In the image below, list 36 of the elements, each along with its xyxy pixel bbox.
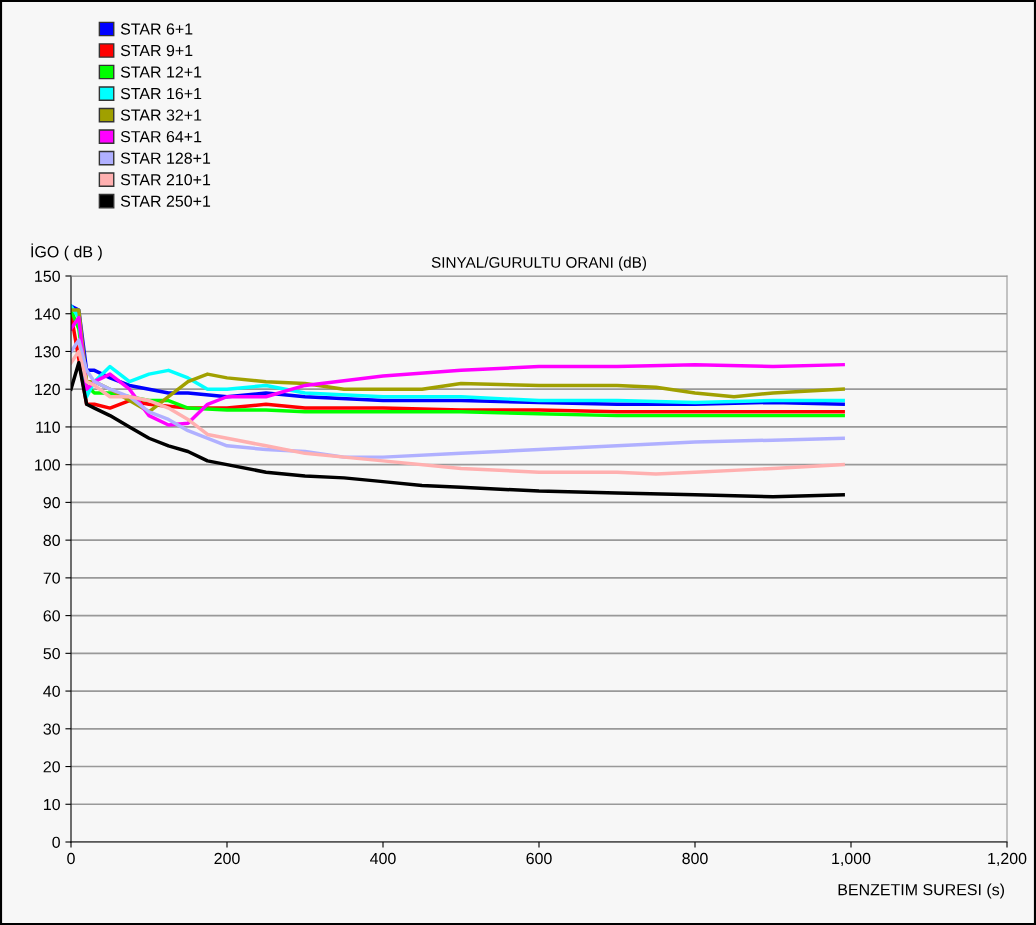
y-tick-label: 110 [36, 421, 60, 433]
y-tick-label: 20 [43, 761, 60, 773]
y-tick-label: 0 [52, 836, 60, 848]
y-tick-label: 40 [43, 685, 60, 698]
y-tick-label: 60 [43, 610, 60, 622]
legend-label: STAR 9+1 [120, 44, 193, 57]
x-tick-label: 0 [67, 852, 75, 865]
y-tick-label: 90 [43, 497, 60, 509]
x-tick-label: 800 [682, 852, 708, 865]
x-tick-label: 1,200 [988, 852, 1027, 867]
y-tick-label: 100 [35, 459, 60, 471]
chart-title: SINYAL/GURULTU ORANI (dB) [431, 256, 647, 271]
y-tick-label: 80 [43, 534, 60, 547]
x-tick-label: 600 [526, 852, 552, 865]
y-tick-label: 150 [35, 270, 60, 282]
legend-label: STAR 128+1 [120, 152, 211, 164]
legend-label: STAR 210+1 [120, 174, 211, 186]
legend-label: STAR 32+1 [120, 109, 202, 121]
x-tick-label: 200 [214, 852, 240, 865]
legend-label: STAR 16+1 [120, 87, 202, 100]
y-tick-label: 130 [35, 346, 60, 358]
x-tick-label: 1,000 [832, 852, 871, 867]
line-series [71, 349, 845, 476]
legend-label: STAR 6+1 [120, 23, 193, 35]
y-tick-label: 10 [44, 798, 60, 811]
x-tick-label: 400 [370, 852, 396, 865]
y-tick-label: 140 [35, 308, 60, 320]
y-tick-label: 30 [43, 723, 60, 735]
y-axis-title: İGO ( dB ) [31, 243, 102, 261]
y-tick-label: 70 [43, 572, 60, 584]
legend-label: STAR 64+1 [120, 130, 202, 143]
x-axis-title: BENZETIM SURESI (s) [838, 883, 1005, 899]
legend-label: STAR 12+1 [120, 66, 202, 78]
y-tick-label: 50 [43, 647, 60, 660]
legend-label: STAR 250+1 [120, 195, 211, 207]
y-tick-label: 120 [35, 383, 60, 396]
